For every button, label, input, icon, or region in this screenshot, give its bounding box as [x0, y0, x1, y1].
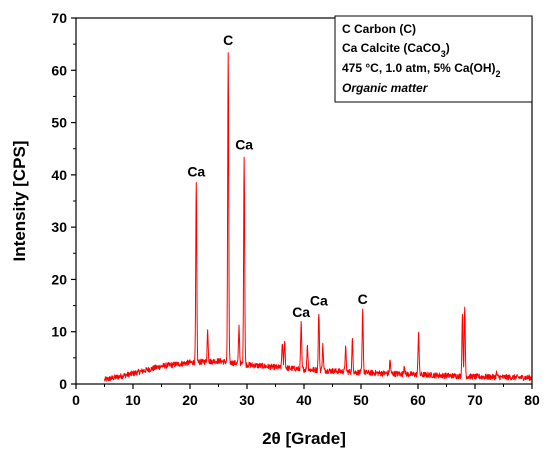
legend-frame — [334, 15, 533, 103]
y-tick-label: 50 — [51, 115, 67, 131]
y-tick-label: 40 — [51, 167, 67, 183]
y-tick-label: 60 — [51, 62, 67, 78]
y-axis-title: Intensity [CPS] — [10, 141, 29, 262]
peak-annotation: C — [358, 291, 368, 307]
peak-annotation: Ca — [310, 292, 328, 308]
y-tick-label: 20 — [51, 271, 67, 287]
x-tick-label: 0 — [72, 392, 80, 408]
peak-annotation: Ca — [187, 164, 205, 180]
peak-annotation: Ca — [235, 137, 253, 153]
plot-area — [104, 52, 533, 382]
y-tick-label: 30 — [51, 219, 67, 235]
legend-calcite: Ca Calcite (CaCO3) — [342, 41, 450, 59]
legend-carbon: C Carbon (C) — [342, 22, 416, 36]
x-axis-title: 2θ [Grade] — [262, 429, 346, 448]
x-tick-label: 50 — [353, 392, 369, 408]
peak-annotation: Ca — [292, 304, 310, 320]
y-tick-label: 70 — [51, 10, 67, 26]
xrd-series-line — [104, 52, 533, 382]
x-tick-label: 80 — [524, 392, 540, 408]
x-tick-label: 70 — [467, 392, 483, 408]
legend-conditions: 475 °C, 1.0 atm, 5% Ca(OH)2 — [342, 61, 501, 79]
x-tick-label: 20 — [182, 392, 198, 408]
legend: C Carbon (C) Ca Calcite (CaCO3) 475 °C, … — [334, 15, 533, 103]
x-tick-label: 30 — [239, 392, 255, 408]
peak-annotation: C — [223, 32, 233, 48]
x-tick-label: 40 — [296, 392, 312, 408]
x-tick-label: 10 — [125, 392, 141, 408]
legend-sample: Organic matter — [342, 81, 429, 95]
y-tick-label: 10 — [51, 324, 67, 340]
y-tick-label: 0 — [59, 376, 67, 392]
x-tick-label: 60 — [410, 392, 426, 408]
axes: 0 10 20 30 40 50 60 70 80 0 10 20 30 40 50 60 70 2θ [Grad… — [10, 10, 540, 448]
